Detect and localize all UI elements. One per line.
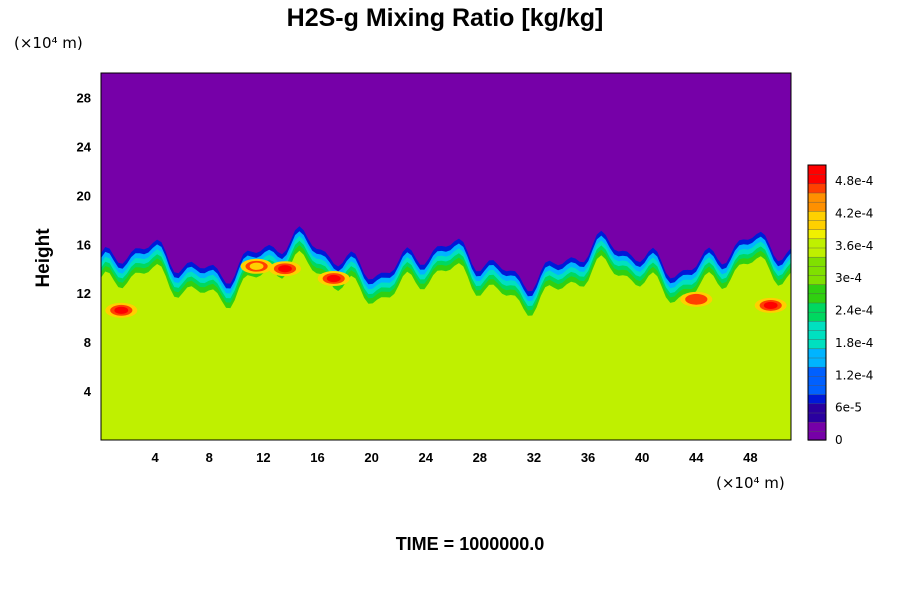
x-unit-label: (×10⁴ m) <box>716 474 785 492</box>
colorbar-block <box>807 265 827 276</box>
x-tick-label: 16 <box>310 450 324 465</box>
colorbar-block <box>807 219 827 230</box>
x-tick-label: 36 <box>581 450 595 465</box>
colorbar-block <box>807 247 827 258</box>
colorbar-block <box>807 293 827 304</box>
colorbar-block <box>807 173 827 185</box>
x-ticks: 4 8 12 16 20 24 28 32 36 40 44 48 <box>152 450 758 465</box>
y-tick-label: 4 <box>84 384 92 399</box>
colorbar-block <box>807 311 827 322</box>
colorbar-block <box>807 375 827 386</box>
x-tick-label: 28 <box>473 450 487 465</box>
colorbar-label: 4.8e-4 <box>835 174 873 188</box>
y-tick-label: 12 <box>77 286 91 301</box>
x-tick-label: 44 <box>689 450 704 465</box>
colorbar-frame <box>807 164 827 441</box>
colorbar-block <box>807 228 827 240</box>
x-tick-label: 12 <box>256 450 270 465</box>
colorbar-block <box>807 430 827 441</box>
hotspot-mark <box>326 274 341 283</box>
plot-frame <box>100 72 792 441</box>
plot-area <box>100 72 792 441</box>
hotspot-mark <box>114 306 129 314</box>
colorbar-block <box>807 164 827 175</box>
colorbar-block <box>807 183 827 194</box>
hotspots <box>105 258 787 318</box>
colorbar-label: 3.6e-4 <box>835 239 873 253</box>
colorbar-block <box>807 412 827 423</box>
colorbar-block <box>807 366 827 377</box>
colorbar-label: 1.8e-4 <box>835 336 873 350</box>
colorbar-label: 0 <box>835 433 843 447</box>
colorbar-block <box>807 210 827 221</box>
colorbar-labels: 0 6e-5 1.2e-4 1.8e-4 2.4e-4 3e-4 3.6e-4 4.2e-4 4… <box>835 174 873 447</box>
colorbar-block <box>807 357 827 368</box>
x-tick-label: 24 <box>418 450 433 465</box>
colorbar-block <box>807 403 827 414</box>
colorbar-block <box>807 283 827 295</box>
colorbar-block <box>807 274 827 285</box>
colorbar-block <box>807 201 827 212</box>
x-tick-label: 8 <box>206 450 213 465</box>
colorbar-block <box>807 192 827 203</box>
hotspot-mark <box>249 262 264 270</box>
colorbar-block <box>807 238 827 249</box>
hotspot-mark <box>278 265 292 273</box>
lower-layer <box>101 250 791 440</box>
colorbar-label: 3e-4 <box>835 271 862 285</box>
colorbar-blocks <box>807 164 827 441</box>
colorbar: 0 6e-5 1.2e-4 1.8e-4 2.4e-4 3e-4 3.6e-4 4.2e-4 4… <box>807 164 873 447</box>
colorbar-block <box>807 348 827 359</box>
y-tick-label: 28 <box>77 90 91 105</box>
colorbar-block <box>807 329 827 340</box>
colorbar-label: 4.2e-4 <box>835 207 873 221</box>
colorbar-block <box>807 384 827 395</box>
colorbar-label: 2.4e-4 <box>835 304 873 318</box>
y-tick-label: 16 <box>77 237 91 252</box>
chart-title: H2S-g Mixing Ratio [kg/kg] <box>287 4 604 32</box>
time-label: TIME = 1000000.0 <box>396 534 545 554</box>
x-tick-label: 48 <box>743 450 757 465</box>
colorbar-block <box>807 302 827 313</box>
y-tick-label: 24 <box>77 139 92 154</box>
x-tick-label: 40 <box>635 450 649 465</box>
y-tick-label: 20 <box>77 188 91 203</box>
y-ticks: 4 8 12 16 20 24 28 <box>77 90 92 399</box>
colorbar-block <box>807 338 827 350</box>
x-tick-label: 4 <box>152 450 160 465</box>
colorbar-block <box>807 320 827 331</box>
hotspot-mark <box>689 295 704 303</box>
colorbar-block <box>807 393 827 405</box>
x-tick-label: 32 <box>527 450 541 465</box>
colorbar-label: 6e-5 <box>835 401 862 415</box>
colorbar-label: 1.2e-4 <box>835 368 873 382</box>
colorbar-block <box>807 421 827 432</box>
x-tick-label: 20 <box>364 450 378 465</box>
y-tick-label: 8 <box>84 335 91 350</box>
hotspot-mark <box>763 301 778 310</box>
colorbar-block <box>807 256 827 267</box>
y-unit-label: (×10⁴ m) <box>14 34 83 52</box>
y-axis-label: Height <box>33 228 54 288</box>
